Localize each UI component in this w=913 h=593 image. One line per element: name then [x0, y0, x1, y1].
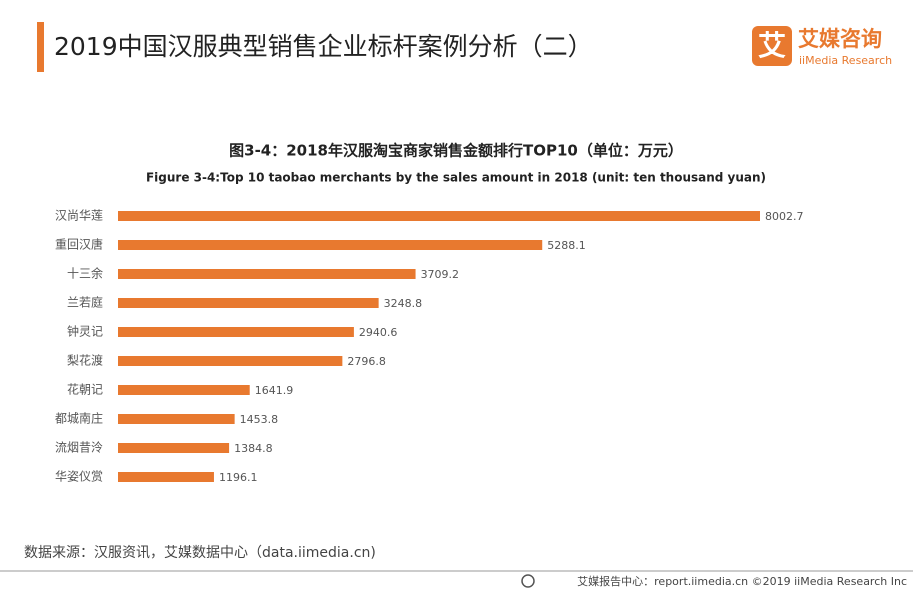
value-label: 5288.1: [547, 239, 586, 252]
bar: [118, 298, 379, 308]
category-label: 兰若庭: [67, 295, 103, 310]
value-label: 1641.9: [255, 384, 294, 397]
value-label: 3248.8: [384, 297, 423, 310]
bar: [118, 414, 235, 424]
category-label: 十三余: [67, 266, 103, 281]
bar: [118, 240, 543, 250]
logo-icon: 艾: [758, 29, 786, 62]
page-title: 2019中国汉服典型销售企业标杆案例分析（二）: [54, 32, 593, 61]
chart-title: 图3-4：2018年汉服淘宝商家销售金额排行TOP10（单位：万元）: [229, 142, 683, 160]
bar: [118, 327, 354, 337]
category-label: 汉尚华莲: [55, 209, 103, 223]
category-label: 梨花渡: [67, 353, 103, 368]
title-accent: [37, 22, 44, 72]
category-label: 流烟昔泠: [55, 441, 103, 455]
category-label: 都城南庄: [55, 411, 103, 426]
value-label: 2940.6: [359, 326, 398, 339]
bar: [118, 385, 250, 395]
footer-icon: [521, 574, 535, 588]
value-label: 3709.2: [421, 268, 460, 281]
value-label: 1196.1: [219, 471, 258, 484]
value-label: 2796.8: [347, 355, 386, 368]
bar: [118, 443, 230, 453]
bar: [118, 269, 416, 279]
category-label: 重回汉唐: [55, 237, 103, 252]
category-label: 花朝记: [67, 382, 103, 397]
logo-sub: iiMedia Research: [799, 54, 892, 67]
source: 数据来源：汉服资讯，艾媒数据中心（data.iimedia.cn): [24, 545, 376, 561]
value-label: 8002.7: [765, 210, 804, 223]
category-label: 钟灵记: [67, 324, 103, 339]
bar: [118, 356, 343, 366]
value-label: 1384.8: [234, 442, 273, 455]
bar: [118, 472, 214, 482]
category-label: 华姿仪赏: [55, 470, 103, 484]
footer: 艾媒报告中心：report.iimedia.cn ©2019 iiMedia R…: [577, 574, 907, 588]
logo-name: 艾媒咨询: [798, 27, 882, 51]
bar: [118, 211, 760, 221]
logo-box: [752, 26, 792, 66]
chart-subtitle: Figure 3-4:Top 10 taobao merchants by th…: [146, 171, 766, 185]
value-label: 1453.8: [240, 413, 279, 426]
